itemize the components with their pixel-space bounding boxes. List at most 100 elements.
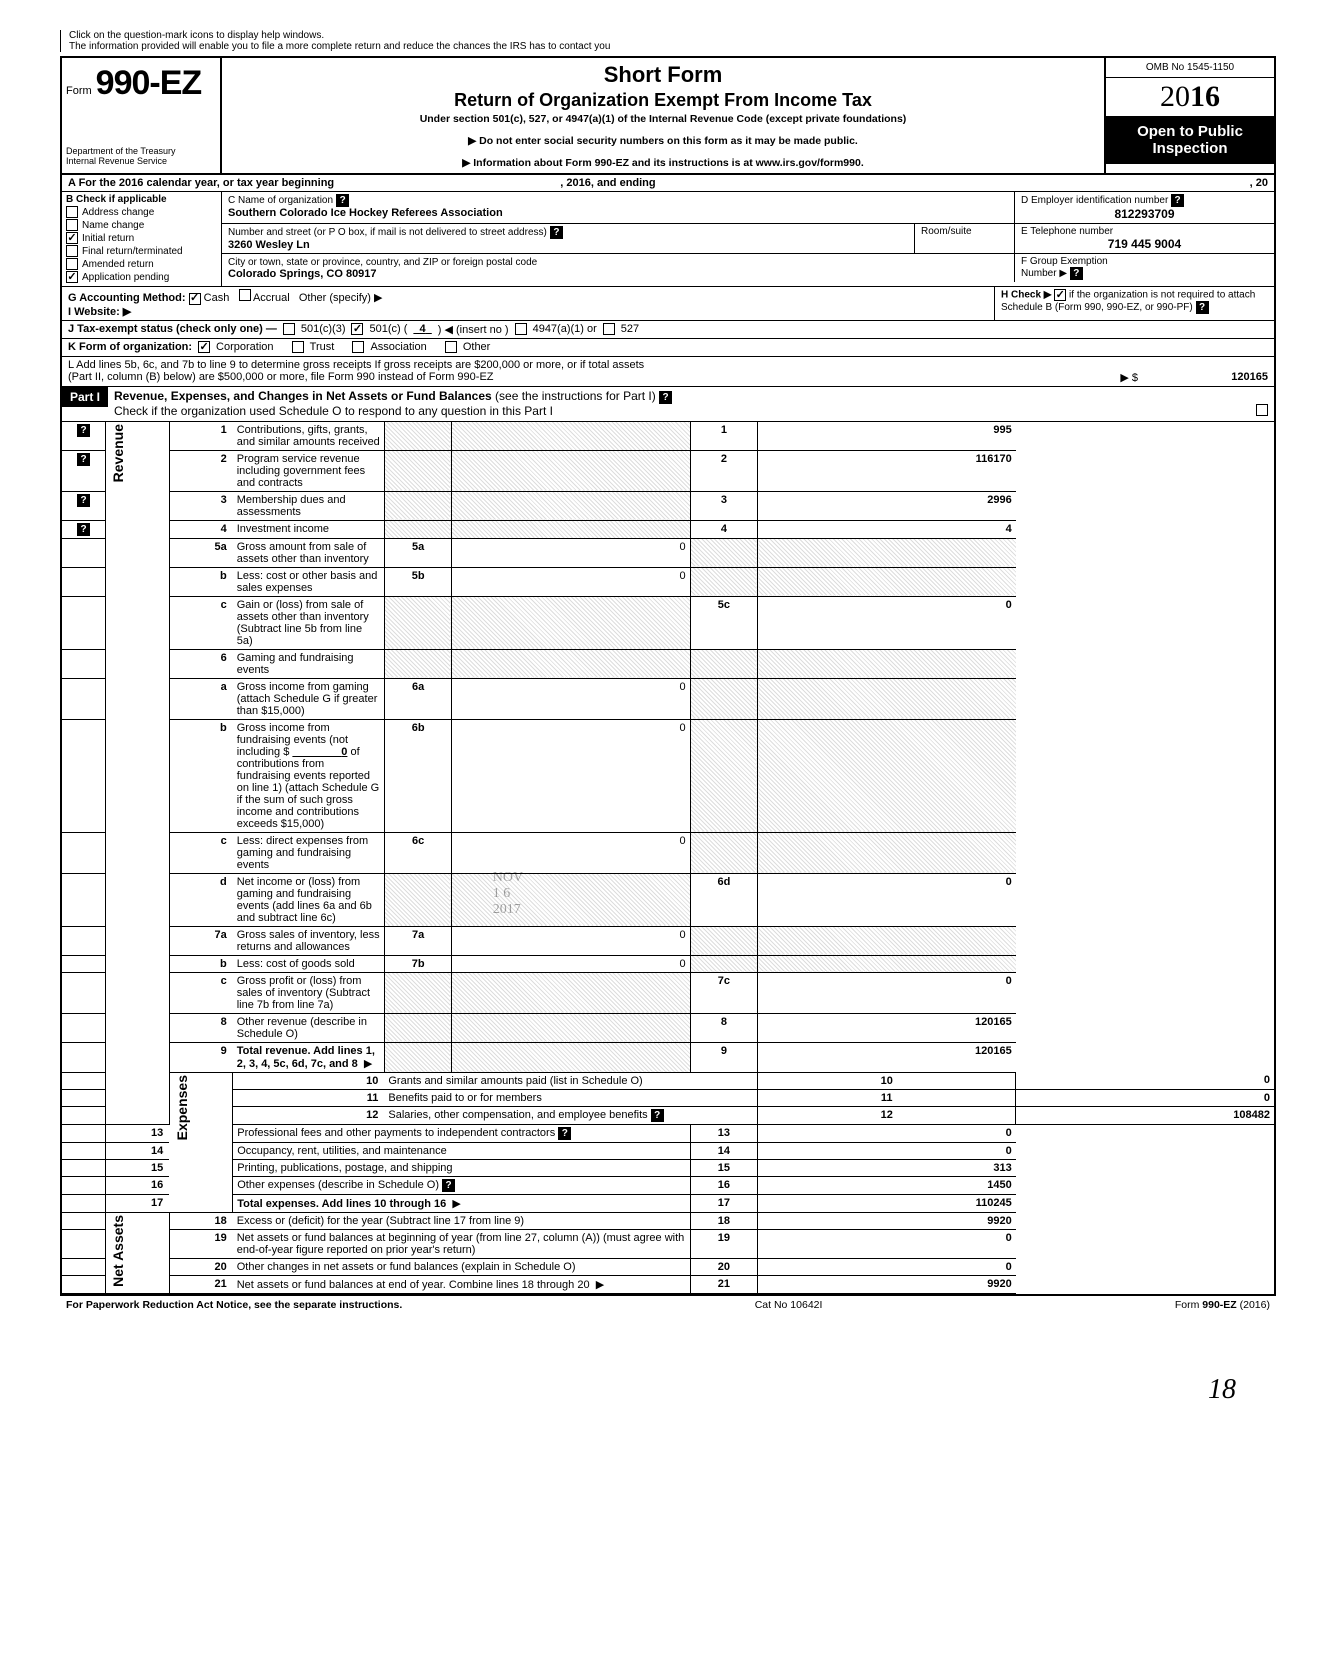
line-12: 12Salaries, other compensation, and empl… <box>62 1106 1274 1124</box>
cb-501c3[interactable] <box>283 323 295 335</box>
line-10: Expenses 10Grants and similar amounts pa… <box>62 1072 1274 1089</box>
line-18: Net Assets 18Excess or (deficit) for the… <box>62 1212 1274 1229</box>
arrow-info: ▶ Information about Form 990-EZ and its … <box>230 157 1096 169</box>
footer-mid: Cat No 10642I <box>755 1299 823 1311</box>
cb-initial-return[interactable]: Initial return <box>66 232 217 244</box>
open-l2: Inspection <box>1108 140 1272 157</box>
part1-check: Check if the organization used Schedule … <box>114 404 553 418</box>
help-icon[interactable]: ? <box>651 1109 664 1122</box>
street-value: 3260 Wesley Ln <box>228 239 310 251</box>
street-label: Number and street (or P O box, if mail i… <box>228 227 547 238</box>
year-bold: 16 <box>1190 80 1220 113</box>
k-label: K Form of organization: <box>68 341 192 353</box>
line-4: ? 4Investment income 44 <box>62 520 1274 538</box>
cb-other[interactable] <box>445 341 457 353</box>
city-label: City or town, state or province, country… <box>228 257 537 268</box>
i-label: I Website: ▶ <box>68 306 131 318</box>
form-990ez: Form 990-EZ Department of the Treasury I… <box>60 56 1276 1296</box>
cb-4947[interactable] <box>515 323 527 335</box>
line-11: 11Benefits paid to or for members 110 <box>62 1089 1274 1106</box>
expenses-label: Expenses <box>174 1075 190 1140</box>
help-icon[interactable]: ? <box>558 1127 571 1140</box>
row-l: L Add lines 5b, 6c, and 7b to line 9 to … <box>62 357 1274 387</box>
line-8: 8Other revenue (describe in Schedule O) … <box>62 1013 1274 1042</box>
line-2: ? 2Program service revenue including gov… <box>62 450 1274 491</box>
l-line2: (Part II, column (B) below) are $500,000… <box>68 371 1120 384</box>
d-label: D Employer identification number <box>1021 195 1168 206</box>
e-label: E Telephone number <box>1021 226 1113 237</box>
page-number: 18 <box>60 1374 1276 1406</box>
help-icon[interactable]: ? <box>1196 301 1209 314</box>
cb-accrual[interactable] <box>239 289 251 301</box>
f-label: F Group Exemption <box>1021 256 1108 267</box>
help-icon[interactable]: ? <box>77 523 90 536</box>
row-a-right: , 20 <box>1250 177 1268 189</box>
cb-schedule-b[interactable] <box>1054 289 1066 301</box>
line-16: 16Other expenses (describe in Schedule O… <box>62 1176 1274 1194</box>
line-5b: bLess: cost or other basis and sales exp… <box>62 567 1274 596</box>
help-icon[interactable]: ? <box>77 453 90 466</box>
part1-header: Part I Revenue, Expenses, and Changes in… <box>62 387 1274 422</box>
form-header: Form 990-EZ Department of the Treasury I… <box>62 58 1274 175</box>
line-9: 9Total revenue. Add lines 1, 2, 3, 4, 5c… <box>62 1042 1274 1072</box>
help-icon[interactable]: ? <box>442 1179 455 1192</box>
line-14: 14Occupancy, rent, utilities, and mainte… <box>62 1142 1274 1159</box>
cb-cash[interactable] <box>189 293 201 305</box>
title-under: Under section 501(c), 527, or 4947(a)(1)… <box>230 113 1096 125</box>
revenue-label: Revenue <box>110 424 126 482</box>
received-stamp: NOV 1 6 2017 <box>493 870 523 918</box>
dept-block: Department of the Treasury Internal Reve… <box>66 147 216 167</box>
header-title: Short Form Return of Organization Exempt… <box>222 58 1104 173</box>
cb-trust[interactable] <box>292 341 304 353</box>
tax-year: 2016 <box>1106 78 1274 117</box>
h-block: H Check ▶ if the organization is not req… <box>994 287 1274 320</box>
line-6d: d Net income or (loss) from gaming and f… <box>62 873 1274 926</box>
line-6: 6Gaming and fundraising events <box>62 649 1274 678</box>
help-icon[interactable]: ? <box>550 226 563 239</box>
cb-amended[interactable]: Amended return <box>66 258 217 270</box>
top-note: Click on the question-mark icons to disp… <box>60 30 1276 52</box>
line-5c: cGain or (loss) from sale of assets othe… <box>62 596 1274 649</box>
part1-note: (see the instructions for Part I) <box>495 389 656 403</box>
info-grid: B Check if applicable Address change Nam… <box>62 192 1274 287</box>
footer: For Paperwork Reduction Act Notice, see … <box>60 1296 1276 1314</box>
help-icon[interactable]: ? <box>77 424 90 437</box>
top-note-l1: Click on the question-mark icons to disp… <box>69 30 324 41</box>
part1-title: Revenue, Expenses, and Changes in Net As… <box>114 389 492 403</box>
city-value: Colorado Springs, CO 80917 <box>228 268 377 280</box>
part1-table: ? Revenue 1Contributions, gifts, grants,… <box>62 422 1274 1294</box>
cb-501c[interactable] <box>351 323 363 335</box>
help-icon[interactable]: ? <box>336 194 349 207</box>
help-icon[interactable]: ? <box>1070 267 1083 280</box>
j-label: J Tax-exempt status (check only one) — <box>68 323 277 335</box>
cb-corporation[interactable] <box>198 341 210 353</box>
line-6a: aGross income from gaming (attach Schedu… <box>62 678 1274 719</box>
footer-right: Form 990-EZ (2016) <box>1175 1299 1270 1311</box>
help-icon[interactable]: ? <box>77 494 90 507</box>
phone-value: 719 445 9004 <box>1021 237 1268 251</box>
open-l1: Open to Public <box>1108 123 1272 140</box>
cb-schedule-o[interactable] <box>1256 404 1268 416</box>
f-label2: Number ▶ <box>1021 268 1067 279</box>
cb-name-change[interactable]: Name change <box>66 219 217 231</box>
cb-association[interactable] <box>352 341 364 353</box>
cb-527[interactable] <box>603 323 615 335</box>
line-6c: cLess: direct expenses from gaming and f… <box>62 832 1274 873</box>
room-suite: Room/suite <box>914 224 1014 253</box>
arrow-ssn: ▶ Do not enter social security numbers o… <box>230 135 1096 147</box>
org-name: Southern Colorado Ice Hockey Referees As… <box>228 207 503 219</box>
header-left: Form 990-EZ Department of the Treasury I… <box>62 58 222 173</box>
col-b: B Check if applicable Address change Nam… <box>62 192 222 286</box>
line-20: 20Other changes in net assets or fund ba… <box>62 1258 1274 1275</box>
help-icon[interactable]: ? <box>1171 194 1184 207</box>
help-icon[interactable]: ? <box>659 391 672 404</box>
cb-app-pending[interactable]: Application pending <box>66 271 217 283</box>
cb-address-change[interactable]: Address change <box>66 206 217 218</box>
row-a: A For the 2016 calendar year, or tax yea… <box>62 175 1274 192</box>
title-main: Return of Organization Exempt From Incom… <box>230 90 1096 111</box>
netassets-label: Net Assets <box>110 1215 126 1287</box>
line-7c: cGross profit or (loss) from sales of in… <box>62 972 1274 1013</box>
cb-final-return[interactable]: Final return/terminated <box>66 245 217 257</box>
row-a-mid: , 2016, and ending <box>560 177 655 189</box>
b-header: B Check if applicable <box>66 194 217 205</box>
